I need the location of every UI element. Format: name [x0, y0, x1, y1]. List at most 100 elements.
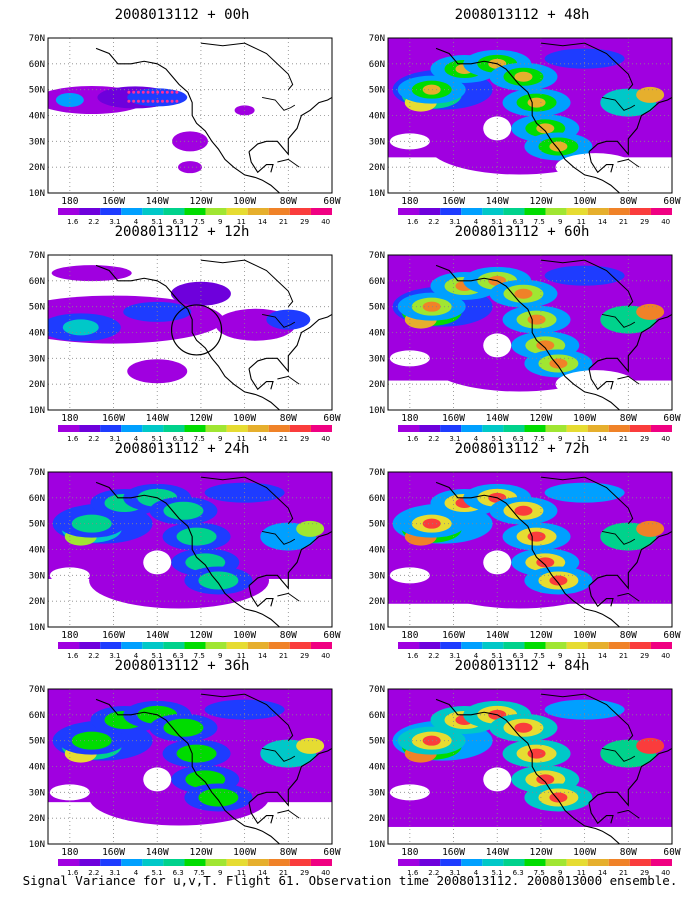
lon-label: 140W: [486, 630, 509, 641]
target-region-circle: [170, 304, 223, 356]
lon-label: 80W: [280, 196, 297, 207]
signal-variance-map: 70N 60N 50N 40N 30N 20N 10N 180 160W 140W 120W 100W…: [29, 34, 341, 226]
lon-label: 80W: [620, 413, 637, 424]
colorbar-swatch: [121, 208, 143, 215]
colorbar-swatch: [566, 425, 588, 432]
colorbar-label: 11: [237, 218, 246, 226]
colorbar-label: 4: [474, 435, 479, 443]
lat-label: 40N: [369, 546, 385, 556]
colorbar-swatch: [482, 208, 504, 215]
colorbar-label: 1.6: [67, 435, 79, 443]
colorbar-swatch: [58, 642, 80, 649]
colorbar-swatch: [310, 859, 332, 866]
lat-label: 50N: [369, 86, 385, 96]
colorbar-label: 3.1: [449, 652, 460, 660]
colorbar-swatch: [587, 208, 609, 215]
lon-label: 80W: [620, 630, 637, 641]
lat-label: 60N: [29, 277, 45, 287]
lon-label: 180: [401, 413, 418, 424]
colorbar-label: 3.1: [449, 869, 460, 877]
colorbar-swatch: [205, 859, 227, 866]
colorbar-label: 29: [640, 869, 649, 877]
figure-caption: Signal Variance for u,v,T. Flight 61. Ob…: [22, 873, 678, 888]
colorbar-swatch: [268, 859, 290, 866]
colorbar-label: 2.2: [88, 218, 99, 226]
colorbar-label: 40: [661, 652, 670, 660]
lon-label: 80W: [620, 847, 637, 858]
colorbar-swatch: [247, 425, 269, 432]
lat-label: 70N: [29, 685, 45, 695]
lat-label: 60N: [369, 60, 385, 70]
colorbar-swatch: [545, 208, 567, 215]
colorbar-label: 5.1: [151, 869, 162, 877]
colorbar-label: 14: [258, 652, 267, 660]
lon-label: 180: [61, 630, 78, 641]
lon-label: 120W: [189, 196, 212, 207]
colorbar-label: 29: [300, 869, 309, 877]
map-panel-24h: 2008013112 + 24h 70N 60N 50N 40N 30N 20N 10N 180…: [12, 440, 352, 660]
signal-variance-map: 70N 60N 50N 40N 30N 20N 10N 180 160W 140W 120W 100W…: [369, 251, 681, 443]
colorbar-label: 11: [237, 652, 246, 660]
colorbar-label: 7.5: [194, 652, 205, 660]
colorbar-label: 7.5: [194, 435, 205, 443]
colorbar-swatch: [524, 642, 546, 649]
map-panel-00h: 2008013112 + 00h 70N 60N 50N 40N 30N 20N 10N 180…: [12, 6, 352, 226]
colorbar-label: 6.3: [173, 218, 184, 226]
panel-title: 2008013112 + 12h: [114, 224, 250, 240]
colorbar-swatch: [226, 642, 248, 649]
lon-label: 180: [61, 196, 78, 207]
colorbar-label: 7.5: [534, 869, 545, 877]
colorbar-label: 6.3: [513, 435, 524, 443]
colorbar-label: 40: [661, 869, 670, 877]
lon-label: 140W: [486, 196, 509, 207]
lat-label: 10N: [369, 406, 385, 416]
lat-label: 40N: [369, 763, 385, 773]
panel-title: 2008013112 + 36h: [114, 658, 250, 674]
colorbar-label: 4: [134, 869, 139, 877]
map-panel-60h: 2008013112 + 60h 70N 60N 50N 40N 30N 20N 10N 180…: [352, 223, 692, 443]
colorbar-swatch: [205, 208, 227, 215]
colorbar-label: 1.6: [407, 435, 419, 443]
lat-label: 60N: [29, 494, 45, 504]
graticule: [48, 38, 332, 193]
colorbar-swatch: [79, 425, 101, 432]
colorbar-swatch: [587, 859, 609, 866]
lat-label: 40N: [29, 329, 45, 339]
colorbar-swatch: [58, 859, 80, 866]
colorbar-label: 29: [640, 218, 649, 226]
lat-label: 50N: [29, 303, 45, 313]
colorbar-label: 1.6: [407, 869, 419, 877]
lat-label: 70N: [369, 468, 385, 478]
lon-label: 100W: [233, 413, 256, 424]
colorbar-label: 4: [134, 435, 139, 443]
flight-track-dots: [127, 90, 179, 103]
colorbar-swatch: [142, 425, 164, 432]
colorbar-label: 21: [619, 869, 628, 877]
lon-label: 120W: [529, 847, 552, 858]
colorbar-label: 11: [237, 869, 246, 877]
panel-title: 2008013112 + 72h: [454, 441, 590, 457]
colorbar-label: 29: [300, 435, 309, 443]
colorbar-label: 21: [619, 218, 628, 226]
graticule: [48, 689, 332, 844]
colorbar-label: 6.3: [173, 869, 184, 877]
colorbar-swatch: [163, 425, 185, 432]
colorbar-label: 40: [321, 435, 330, 443]
lon-label: 160W: [102, 630, 125, 641]
colorbar-swatch: [100, 642, 122, 649]
colorbar-swatch: [79, 859, 101, 866]
lat-label: 10N: [369, 189, 385, 199]
coastline: [435, 476, 672, 627]
colorbar-swatch: [398, 208, 420, 215]
lon-label: 100W: [233, 847, 256, 858]
colorbar-swatch: [205, 642, 227, 649]
lat-label: 20N: [369, 380, 385, 390]
colorbar-swatch: [247, 859, 269, 866]
lon-label: 80W: [620, 196, 637, 207]
lon-label: 100W: [233, 630, 256, 641]
colorbar-label: 9: [218, 218, 222, 226]
colorbar-label: 21: [279, 869, 288, 877]
colorbar-swatch: [184, 425, 206, 432]
colorbar-swatch: [310, 642, 332, 649]
lat-label: 50N: [29, 520, 45, 530]
